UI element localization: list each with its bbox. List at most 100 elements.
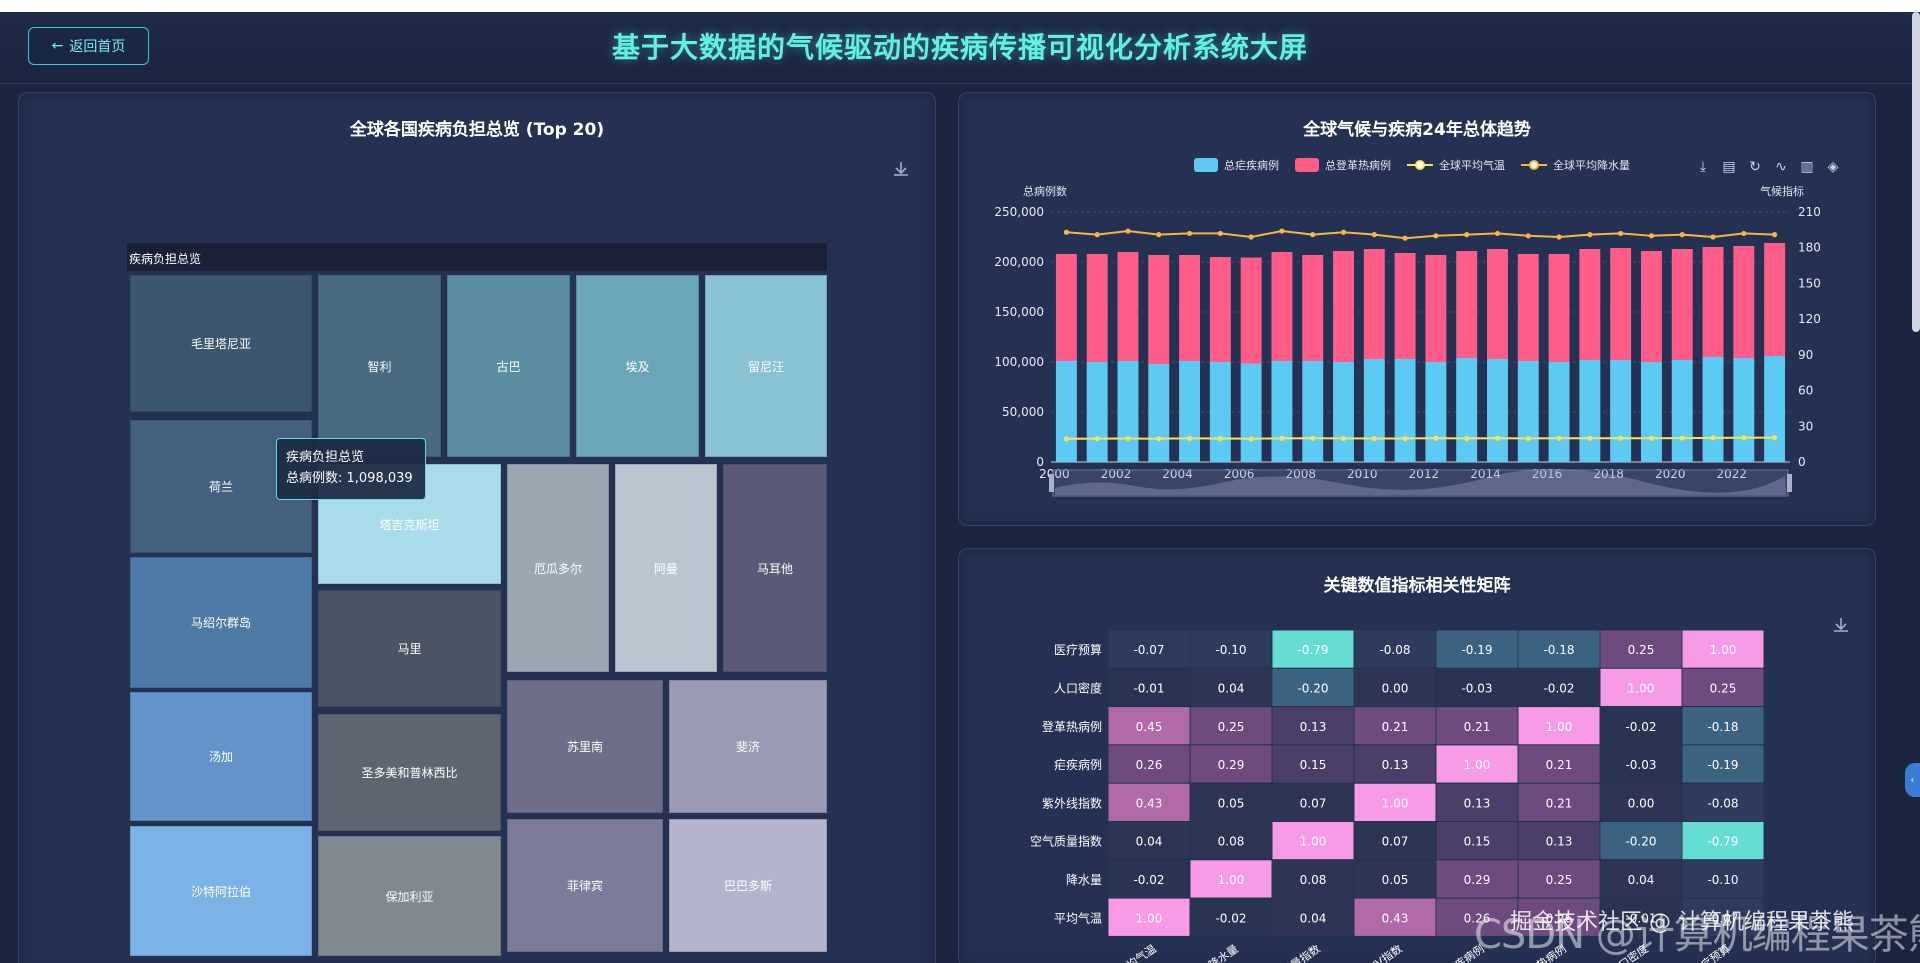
treemap-cell[interactable]: 毛里塔尼亚 <box>130 275 312 412</box>
heatmap-cell <box>1681 897 1765 937</box>
temperature-point <box>1587 435 1593 441</box>
treemap-cell[interactable]: 汤加 <box>130 692 312 821</box>
download-icon[interactable] <box>891 159 911 179</box>
heatmap-value: 0.29 <box>1464 873 1491 887</box>
precipitation-point <box>1310 232 1316 238</box>
treemap-cell[interactable]: 保加利亚 <box>318 836 501 956</box>
treemap-cell[interactable]: 斐济 <box>669 680 827 813</box>
heatmap-row-label: 疟疾病例 <box>1054 757 1102 772</box>
treemap-cell[interactable]: 菲律宾 <box>507 819 663 952</box>
y-left-tick: 50,000 <box>1002 405 1044 419</box>
malaria-bar <box>1548 362 1570 462</box>
treemap-cell[interactable]: 厄瓜多尔 <box>507 464 609 672</box>
heatmap-value: 0.43 <box>1136 796 1163 810</box>
dengue-bar <box>1579 249 1601 360</box>
dengue-bar <box>1117 252 1139 361</box>
heatmap-row-label: 紫外线指数 <box>1042 795 1102 810</box>
heatmap-value: 0.21 <box>1546 758 1573 772</box>
dengue-bar <box>1271 252 1293 361</box>
heatmap-cell <box>1517 667 1601 708</box>
malaria-bar <box>1764 356 1786 462</box>
trend-chart: 总病例数 气候指标 0 50,000 100,000 150,000 200,000 250,… <box>994 184 1821 497</box>
treemap-cell[interactable]: 马绍尔群岛 <box>130 557 312 688</box>
temperature-point <box>1433 435 1439 441</box>
treemap-cell[interactable]: 圣多美和普林西比 <box>318 714 501 831</box>
heatmap-row-label: 登革热病例 <box>1042 719 1102 734</box>
heatmap-value: 0.26 <box>1464 911 1491 925</box>
treemap-cell[interactable]: 埃及 <box>576 275 699 457</box>
temperature-point <box>1679 435 1685 441</box>
malaria-bar <box>1333 362 1354 462</box>
dengue-bar <box>1209 257 1231 362</box>
y-right-tick: 180 <box>1798 241 1821 255</box>
treemap-header-label: 疾病负担总览 <box>127 243 827 271</box>
heatmap-cell <box>1353 744 1437 784</box>
temperature-point <box>1371 435 1377 442</box>
heatmap-row-label: 医疗预算 <box>1054 642 1102 657</box>
dengue-bar <box>1333 251 1354 362</box>
line-chart-icon[interactable]: ∿ <box>1775 159 1787 175</box>
treemap-cell[interactable]: 留尼汪 <box>705 275 827 457</box>
treemap-cell[interactable]: 苏里南 <box>507 680 663 813</box>
heatmap-value: -0.07 <box>1133 643 1164 657</box>
treemap-cell[interactable]: 马里 <box>318 590 501 707</box>
temperature-point <box>1279 435 1285 442</box>
precipitation-point <box>1618 230 1624 237</box>
heatmap-value: 0.15 <box>1464 835 1491 849</box>
treemap-cell[interactable]: 智利 <box>318 275 441 457</box>
temperature-point <box>1340 435 1347 442</box>
heatmap-value: 0.25 <box>1218 720 1245 734</box>
heatmap-value: -0.08 <box>1707 796 1738 810</box>
malaria-bar <box>1671 360 1693 462</box>
precipitation-point <box>1217 230 1223 237</box>
dengue-bar <box>1179 255 1201 361</box>
heatmap-cell <box>1189 897 1273 937</box>
page-scrollbar[interactable] <box>1912 12 1920 332</box>
heatmap-title: 关键数值指标相关性矩阵 <box>1323 576 1511 596</box>
heatmap-cell <box>1435 744 1519 784</box>
legend-precipitation[interactable]: 全球平均降水量 <box>1521 157 1630 173</box>
trend-title: 全球气候与疾病24年总体趋势 <box>1303 120 1531 140</box>
dengue-bar <box>1363 249 1385 359</box>
legend-malaria[interactable]: 总疟疾病例 <box>1194 157 1279 173</box>
right-axis-name: 气候指标 <box>1760 184 1804 198</box>
bar-chart-icon[interactable]: ▥ <box>1800 159 1814 175</box>
dengue-bar <box>1487 249 1508 359</box>
heatmap-cell <box>1681 782 1765 822</box>
heatmap-cell <box>1353 859 1437 899</box>
treemap-cell[interactable]: 古巴 <box>447 275 570 457</box>
legend-dengue[interactable]: 总登革热病例 <box>1295 157 1391 173</box>
datazoom-slider <box>1052 469 1789 497</box>
malaria-bar <box>1640 362 1662 462</box>
back-home-button[interactable]: ← 返回首页 <box>28 27 149 65</box>
side-expand-button[interactable]: ‹ <box>1905 763 1920 797</box>
treemap-cell[interactable]: 巴巴多斯 <box>669 819 827 952</box>
precipitation-point <box>1094 232 1100 238</box>
heatmap-cell <box>1435 859 1519 899</box>
download-icon[interactable]: ⤓ <box>1699 159 1707 175</box>
heatmap-value: 0.13 <box>1546 835 1573 849</box>
restore-icon[interactable]: ↻ <box>1749 159 1761 175</box>
tooltip-title: 疾病负担总览 <box>286 450 365 465</box>
temperature-point <box>1741 435 1747 441</box>
stack-icon[interactable]: ◈ <box>1827 159 1839 175</box>
heatmap-value: 0.08 <box>1300 873 1327 887</box>
temperature-point <box>1556 435 1562 441</box>
data-view-icon[interactable]: ▤ <box>1722 159 1736 175</box>
heatmap-value: 0.21 <box>1464 720 1491 734</box>
legend-temperature[interactable]: 全球平均气温 <box>1407 157 1505 173</box>
precipitation-point <box>1679 232 1685 238</box>
left-axis-name: 总病例数 <box>1023 184 1067 198</box>
treemap-title: 全球各国疾病负担总览 (Top 20) <box>349 120 605 140</box>
treemap-cell[interactable]: 阿曼 <box>615 464 717 672</box>
heatmap-value: 0.13 <box>1464 796 1491 810</box>
heatmap-cell <box>1189 859 1273 899</box>
treemap-cell[interactable]: 马耳他 <box>723 464 827 672</box>
heatmap-cell <box>1353 821 1437 861</box>
malaria-bar <box>1271 361 1293 462</box>
heatmap-value: 0.25 <box>1546 873 1573 887</box>
download-icon[interactable] <box>1831 615 1851 635</box>
precipitation-point <box>1741 230 1747 237</box>
dengue-bar <box>1055 254 1077 361</box>
treemap-cell[interactable]: 沙特阿拉伯 <box>130 826 312 956</box>
